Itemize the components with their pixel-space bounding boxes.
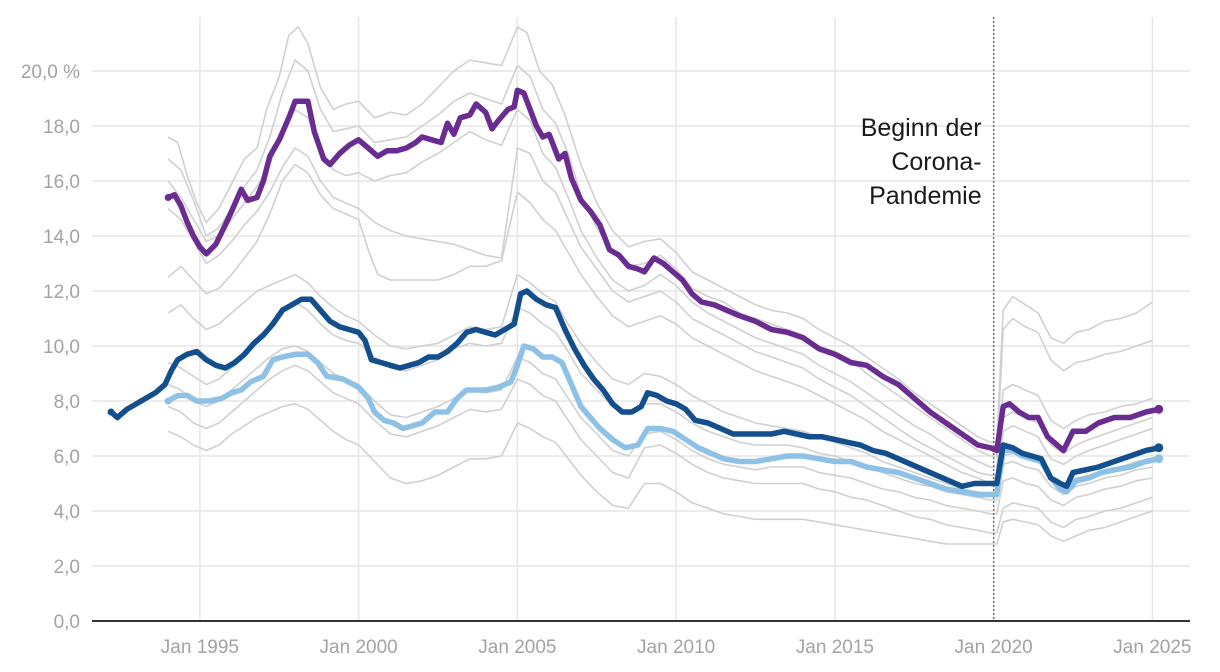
y-tick-label: 14,0 [43,227,80,248]
series-start-dot [107,408,115,416]
y-tick-label: 10,0 [43,337,80,358]
x-tick-label: Jan 1995 [161,637,239,658]
dark-blue-series-line [108,288,1162,490]
light-blue-series-line [165,343,1162,498]
series-start-dot [164,397,172,405]
y-tick-label: 12,0 [43,282,80,303]
series-start-dot [164,194,172,201]
y-tick-label: 8,0 [54,392,80,413]
x-tick-label: Jan 2010 [637,637,715,658]
x-axis-tick-labels: Jan 1995 Jan 2000 Jan 2005 Jan 2010 Jan 2015… [161,637,1192,658]
comparison-series-line [167,364,1153,534]
comparison-series-line [167,26,1153,444]
y-tick-label: 6,0 [54,447,80,468]
purple-series-line [165,87,1162,454]
x-tick-label: Jan 2020 [955,637,1033,658]
annotation-line-2: Corona- [891,148,981,176]
series-end-dot [1154,443,1164,453]
x-tick-label: Jan 2015 [796,637,874,658]
annotation-line-1: Beginn der [861,114,982,142]
y-tick-label: 18,0 [43,117,80,138]
annotation-line-3: Pandemie [869,182,982,210]
y-tick-label: 16,0 [43,172,80,193]
x-tick-label: Jan 2000 [320,637,398,658]
pandemic-annotation: Beginn der Corona- Pandemie [861,17,995,621]
y-tick-label: 2,0 [54,557,80,578]
comparison-series-group [167,26,1153,545]
series-end-dot [1154,454,1164,464]
gridlines [92,17,1190,621]
y-axis-tick-labels: 0,0 2,0 4,0 6,0 8,0 10,0 12,0 14,0 16,0 18,0 20,0 … [21,62,80,633]
y-tick-label: 0,0 [54,612,80,633]
comparison-series-line [167,403,1153,545]
x-tick-label: Jan 2005 [478,637,556,658]
comparison-series-line [167,163,1153,485]
y-tick-label: 4,0 [54,502,80,523]
x-tick-label: Jan 2025 [1113,637,1191,658]
highlighted-series-group [107,87,1164,498]
y-tick-label: 20,0 % [21,62,80,83]
series-end-dot [1154,404,1164,414]
